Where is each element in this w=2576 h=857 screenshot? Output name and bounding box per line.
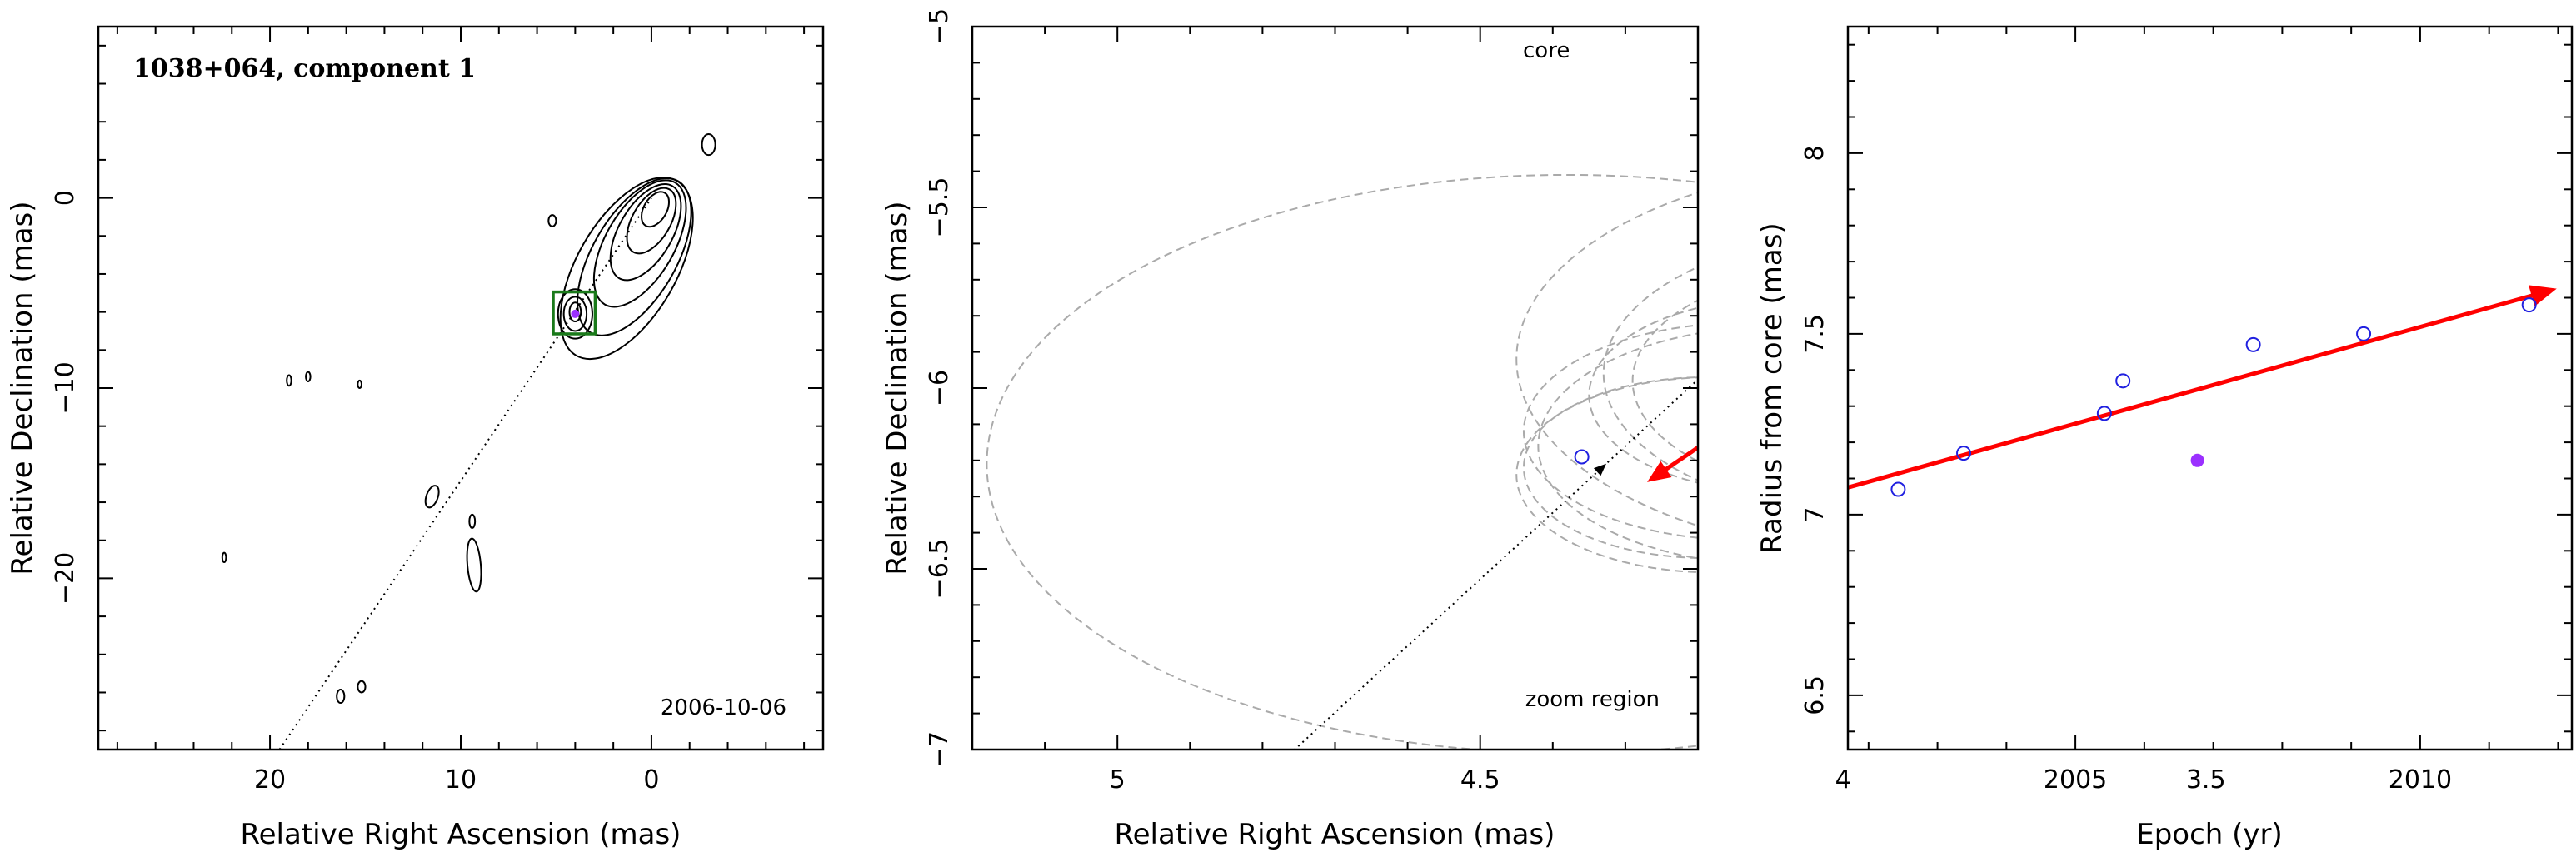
y-tick-label: −6.5 bbox=[925, 539, 954, 600]
highlight-point bbox=[1844, 352, 1857, 366]
y-axis-label: Relative Declination (mas) bbox=[6, 201, 39, 575]
y-axis-label: Radius from core (mas) bbox=[1755, 222, 1789, 553]
epoch-point bbox=[1705, 446, 1719, 460]
noise-contour bbox=[357, 379, 362, 390]
y-tick-label: 7 bbox=[1800, 506, 1830, 522]
motion-arrowhead bbox=[1647, 461, 1672, 482]
noise-contour bbox=[547, 214, 557, 227]
core-direction-arrowhead bbox=[1593, 463, 1606, 476]
x-tick-label: 0 bbox=[643, 765, 659, 795]
component-marker bbox=[571, 309, 580, 318]
y-tick-label: −5 bbox=[925, 8, 954, 45]
contour-map-panel: 20 10 0 0 −10 −20 1038+064, component 1 2006-… bbox=[6, 25, 825, 851]
x-tick-label: 2010 bbox=[2389, 765, 2452, 795]
error-circle bbox=[986, 174, 1698, 750]
core-contour bbox=[592, 179, 687, 308]
x-axis-label: Relative Right Ascension (mas) bbox=[1115, 818, 1555, 851]
fit-arrowhead bbox=[2529, 285, 2557, 306]
highlight-point bbox=[2190, 453, 2204, 467]
component-box bbox=[552, 290, 597, 336]
core-contour bbox=[609, 183, 682, 282]
error-circle bbox=[1631, 299, 1698, 462]
epoch-point bbox=[2096, 406, 2112, 421]
zoom-panel: 5 4.5 4 3.5−5−5.5−6−6.5−7 core zoom region … bbox=[881, 8, 2226, 851]
epoch-point bbox=[1822, 356, 1835, 370]
epoch-point bbox=[2356, 326, 2372, 341]
x-tick-label: 20 bbox=[254, 765, 286, 795]
core-contour bbox=[626, 187, 677, 255]
y-tick-label: −10 bbox=[51, 361, 80, 414]
error-circle bbox=[1515, 376, 1698, 574]
motion-arrow bbox=[1658, 445, 1698, 476]
error-circle bbox=[1537, 332, 1698, 560]
x-tick-label: 2005 bbox=[2044, 765, 2107, 795]
plot-frame bbox=[97, 25, 825, 751]
epoch-point bbox=[1720, 465, 1734, 478]
noise-contour bbox=[336, 689, 346, 705]
x-axis-label: Epoch (yr) bbox=[2136, 818, 2283, 851]
noise-contour bbox=[468, 513, 477, 529]
core-contour bbox=[559, 177, 694, 361]
noise-contour bbox=[466, 537, 482, 593]
epoch-point bbox=[1890, 481, 1906, 497]
x-tick-label: 4 bbox=[1835, 765, 1851, 795]
x-axis-label: Relative Right Ascension (mas) bbox=[241, 818, 681, 851]
y-tick-label: 7.5 bbox=[1800, 314, 1830, 354]
zoom-region-label: zoom region bbox=[1525, 687, 1660, 712]
core-label: core bbox=[1523, 38, 1570, 63]
core-contour bbox=[641, 191, 671, 228]
component-contour bbox=[568, 301, 582, 323]
epoch-point bbox=[1956, 446, 1972, 461]
x-tick-label: 4.5 bbox=[1460, 765, 1500, 795]
noise-contour bbox=[286, 374, 292, 387]
y-tick-label: −5.5 bbox=[925, 177, 954, 238]
error-circle bbox=[1523, 376, 1698, 559]
error-circle bbox=[1588, 306, 1698, 484]
core-contour bbox=[577, 177, 692, 336]
epoch-point bbox=[1735, 414, 1748, 427]
noise-contour bbox=[305, 371, 312, 383]
jet-axis-line bbox=[1293, 378, 1698, 750]
component-contour bbox=[562, 296, 588, 332]
y-tick-label: 0 bbox=[51, 190, 80, 206]
noise-contour bbox=[701, 133, 716, 157]
y-axis-label: Relative Declination (mas) bbox=[881, 201, 914, 575]
epoch-point bbox=[2245, 336, 2261, 352]
y-tick-label: 8 bbox=[1800, 145, 1830, 161]
jet-axis-line bbox=[278, 197, 652, 750]
error-circle bbox=[1523, 324, 1698, 539]
epoch-point bbox=[1574, 449, 1590, 465]
noise-contour bbox=[357, 680, 367, 694]
noise-contour bbox=[424, 485, 440, 509]
epoch-point bbox=[2521, 297, 2537, 313]
component-contour bbox=[557, 288, 593, 340]
noise-contour bbox=[221, 551, 227, 564]
plot-frame bbox=[1846, 25, 2574, 751]
x-tick-label: 10 bbox=[445, 765, 477, 795]
epoch-point bbox=[2115, 373, 2131, 389]
epoch-point bbox=[1865, 324, 1879, 337]
y-tick-label: −7 bbox=[925, 731, 954, 768]
date-annotation: 2006-10-06 bbox=[661, 695, 786, 720]
error-circle bbox=[1515, 192, 1698, 527]
y-tick-label: −20 bbox=[51, 552, 80, 605]
x-tick-label: 3.5 bbox=[2186, 765, 2226, 795]
x-tick-label: 5 bbox=[1110, 765, 1126, 795]
fit-line bbox=[1848, 291, 2544, 490]
radius-epoch-panel: 2005 2010 6.5 7 7.5 8 Epoch (yr) Radius from … bbox=[1755, 25, 2574, 851]
y-tick-label: 6.5 bbox=[1800, 675, 1830, 715]
y-tick-label: −6 bbox=[925, 370, 954, 406]
panel-title: 1038+064, component 1 bbox=[133, 54, 476, 83]
